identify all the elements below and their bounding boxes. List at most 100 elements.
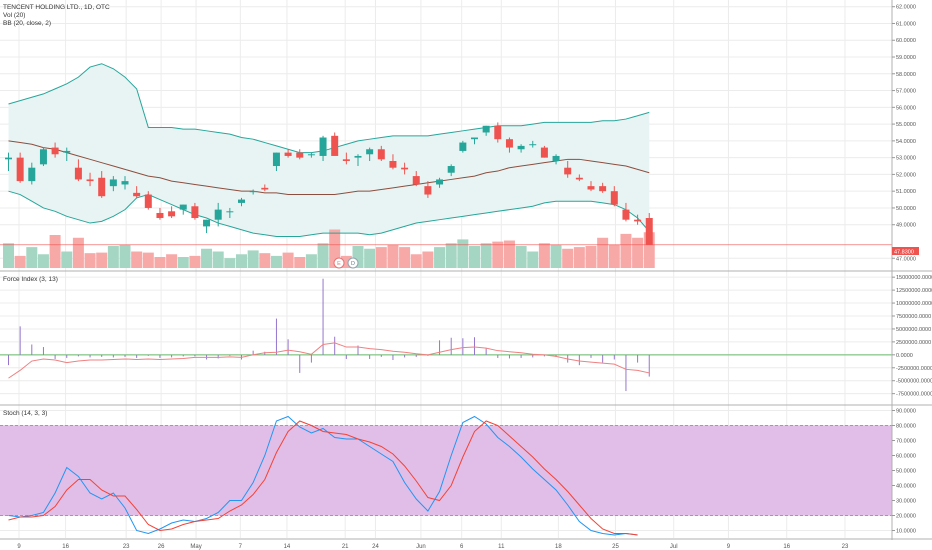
x-tick-label: 23 bbox=[842, 544, 849, 550]
event-marker[interactable]: E bbox=[333, 257, 345, 269]
force-index-plot bbox=[0, 278, 892, 392]
volume-bar bbox=[550, 244, 562, 268]
volume-bar bbox=[259, 253, 271, 268]
candle-body bbox=[191, 206, 199, 219]
candle-body bbox=[377, 149, 385, 160]
event-marker[interactable]: D bbox=[347, 257, 359, 269]
candle-body bbox=[412, 176, 420, 185]
volume-bar bbox=[352, 246, 364, 268]
force-index-legend: Force Index (3, 13) bbox=[3, 276, 58, 283]
price-y-tick-label: 54.0000 bbox=[896, 139, 916, 145]
x-tick-label: Jul bbox=[670, 544, 678, 550]
price-y-tick-label: 59.0000 bbox=[896, 55, 916, 61]
volume-bar bbox=[305, 254, 317, 268]
volume-bar bbox=[119, 244, 131, 268]
volume-bar bbox=[503, 240, 515, 268]
candle-body bbox=[98, 177, 106, 197]
volume-bar bbox=[364, 248, 376, 268]
candle-body bbox=[331, 135, 339, 156]
volume-bar bbox=[154, 257, 166, 268]
volume-bar bbox=[224, 258, 236, 268]
candle-body bbox=[203, 219, 211, 227]
volume-bar bbox=[317, 243, 329, 268]
stoch-y-tick-label: 80.0000 bbox=[896, 424, 916, 430]
volume-bar bbox=[212, 251, 224, 268]
candle-body bbox=[16, 157, 24, 182]
volume-bar bbox=[515, 246, 527, 268]
candle-body bbox=[447, 166, 455, 173]
bollinger-basis-line bbox=[8, 140, 650, 196]
volume-bar bbox=[387, 244, 399, 268]
x-tick-label: 6 bbox=[460, 544, 464, 550]
force-y-tick-label: 12500000.0000 bbox=[896, 288, 932, 294]
candle-body bbox=[342, 159, 350, 161]
candle-body bbox=[261, 187, 269, 190]
bollinger-band-lines bbox=[0, 63, 892, 246]
stoch-k-line bbox=[8, 415, 638, 536]
stoch-y-tick-label: 90.0000 bbox=[896, 409, 916, 415]
x-tick-label: May bbox=[190, 544, 201, 550]
force-y-tick-label: -2500000.0000 bbox=[896, 366, 932, 372]
volume-bar bbox=[457, 239, 469, 268]
volume-bar bbox=[643, 232, 655, 268]
last-price-marker: 47.8300 bbox=[892, 247, 919, 256]
price-y-tick-label: 47.0000 bbox=[896, 256, 916, 262]
candle-body bbox=[86, 179, 94, 182]
x-tick-label: 9 bbox=[727, 544, 731, 550]
candle-body bbox=[354, 155, 362, 158]
candle-body bbox=[39, 149, 47, 165]
volume-bar bbox=[189, 255, 201, 268]
volume-bar bbox=[131, 251, 143, 268]
candle-body bbox=[610, 191, 618, 205]
candle-body bbox=[319, 137, 327, 156]
stoch-y-tick-label: 10.0000 bbox=[896, 529, 916, 535]
symbol-legend: TENCENT HOLDING LTD., 1D, OTC bbox=[3, 4, 110, 11]
candle-body bbox=[494, 125, 502, 140]
candle-body bbox=[296, 152, 304, 158]
force-y-tick-label: 2500000.0000 bbox=[896, 340, 931, 346]
x-tick-label: 18 bbox=[555, 544, 562, 550]
volume-bar bbox=[375, 247, 387, 268]
volume-bar bbox=[585, 246, 597, 268]
x-tick-label: 25 bbox=[612, 544, 619, 550]
candle-body bbox=[109, 179, 117, 187]
volume-bar bbox=[282, 252, 294, 268]
candle-body bbox=[28, 167, 36, 182]
candle-body bbox=[51, 147, 59, 155]
price-y-tick-label: 60.0000 bbox=[896, 38, 916, 44]
volume-bar bbox=[49, 235, 61, 268]
stoch-y-tick-label: 70.0000 bbox=[896, 439, 916, 445]
candle-body bbox=[284, 152, 292, 156]
candle-body bbox=[156, 212, 164, 219]
price-y-tick-label: 62.0000 bbox=[896, 5, 916, 11]
price-y-tick-label: 56.0000 bbox=[896, 105, 916, 111]
stochastic-legend: Stoch (14, 3, 3) bbox=[3, 410, 47, 417]
stoch-y-tick-label: 30.0000 bbox=[896, 499, 916, 505]
volume-bar bbox=[294, 257, 306, 268]
volume-bar bbox=[72, 237, 84, 268]
volume-bar bbox=[96, 252, 108, 268]
volume-bar bbox=[236, 254, 247, 268]
bollinger-fill-area bbox=[8, 63, 650, 237]
event-marker-label: E bbox=[337, 261, 341, 267]
candle-body bbox=[272, 152, 280, 167]
price-y-tick-label: 55.0000 bbox=[896, 122, 916, 128]
candle-body bbox=[238, 199, 245, 203]
stoch-y-tick-label: 50.0000 bbox=[896, 469, 916, 475]
candle-body bbox=[401, 167, 409, 170]
volume-bar bbox=[573, 247, 585, 268]
candle-body bbox=[436, 179, 444, 185]
x-tick-label: 21 bbox=[342, 544, 349, 550]
volume-bar bbox=[562, 248, 574, 268]
last-price-label: 47.8300 bbox=[894, 250, 914, 256]
candle-body bbox=[575, 177, 583, 180]
price-y-tick-label: 57.0000 bbox=[896, 89, 916, 95]
volume-bar bbox=[597, 237, 609, 268]
force-y-tick-label: -5000000.0000 bbox=[896, 379, 932, 385]
x-tick-label: 24 bbox=[372, 544, 379, 550]
candle-body bbox=[622, 209, 630, 220]
candle-body bbox=[133, 192, 141, 197]
